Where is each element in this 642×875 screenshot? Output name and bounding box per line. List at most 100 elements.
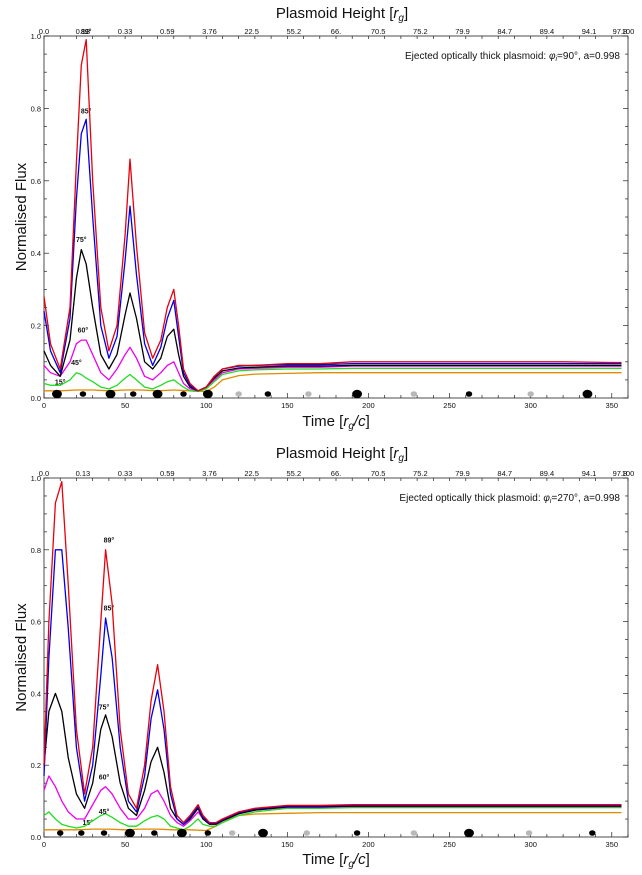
plasmoid-marker xyxy=(228,830,236,836)
top-tick-label: 0.13 xyxy=(76,27,91,36)
x-axis-title-close: ] xyxy=(366,851,370,868)
series-line-85deg xyxy=(43,549,622,826)
top-tick-label: 66. xyxy=(331,469,341,478)
plasmoid-marker xyxy=(152,389,163,399)
plasmoid-marker xyxy=(582,389,593,399)
top-tick-label: 94.1 xyxy=(582,27,597,36)
annotation-phi: φ xyxy=(543,493,550,504)
annotation-prefix: Ejected optically thick plasmoid: xyxy=(399,493,543,504)
x-tick-label: 250 xyxy=(443,840,456,849)
y-tick-label: 0.4 xyxy=(31,249,41,258)
series-line-15deg xyxy=(44,811,622,832)
plasmoid-marker xyxy=(264,391,272,397)
top-tick-label: 94.1 xyxy=(582,469,597,478)
y-tick-label: 0.6 xyxy=(31,177,41,186)
plasmoid-marker xyxy=(464,828,474,838)
y-tick-label: 1.0 xyxy=(31,474,41,483)
plasmoid-marker xyxy=(303,830,311,836)
x-axis-title: Time [rg/c] xyxy=(302,413,370,432)
y-tick-label: 0.0 xyxy=(31,394,41,403)
plasmoid-marker xyxy=(589,830,596,836)
annotation-suffix: =90°, a=0.998 xyxy=(557,51,620,62)
annotation-phi: φ xyxy=(549,51,556,62)
y-axis-title: Normalised Flux xyxy=(13,603,30,712)
x-tick-label: 100 xyxy=(200,840,213,849)
series-label: 15° xyxy=(55,378,66,386)
x-axis-title-r: r xyxy=(343,851,349,868)
x-tick-label: 150 xyxy=(281,840,294,849)
series-line-89deg xyxy=(43,38,622,392)
plot-frame xyxy=(43,477,629,838)
top-axis-title-sub: g xyxy=(398,453,404,464)
plasmoid-marker xyxy=(305,391,312,397)
top-tick-label: 97.8 xyxy=(613,27,628,36)
top-tick-label: 84.7 xyxy=(497,27,512,36)
top-tick-label: 55.2 xyxy=(287,27,302,36)
series-line-45deg xyxy=(43,367,622,393)
top-axis-title-main: Plasmoid Height [ xyxy=(276,445,394,462)
plasmoid-marker xyxy=(100,830,108,836)
x-axis-title-c: /c xyxy=(353,413,366,430)
y-tick-label: 0.2 xyxy=(31,322,41,331)
x-axis-title-r: r xyxy=(343,413,349,430)
x-tick-label: 350 xyxy=(606,401,619,410)
plasmoid-marker xyxy=(78,830,85,836)
plasmoid-marker xyxy=(353,830,361,836)
plasmoid-marker xyxy=(176,828,187,838)
series-label: 85° xyxy=(104,605,115,613)
annotation-prefix: Ejected optically thick plasmoid: xyxy=(405,51,549,62)
plasmoid-marker xyxy=(352,389,363,399)
plasmoid-marker xyxy=(410,391,418,397)
annotation-suffix: =270°, a=0.998 xyxy=(551,493,620,504)
y-tick-label: 0.8 xyxy=(31,104,41,113)
x-tick-label: 50 xyxy=(121,840,129,849)
plasmoid-marker xyxy=(125,828,135,838)
plasmoid-marker xyxy=(52,389,62,399)
top-axis-title: Plasmoid Height [rg] xyxy=(276,5,408,24)
series-label: 89° xyxy=(81,28,92,36)
y-tick-label: 0.0 xyxy=(31,833,41,842)
series-label: 45° xyxy=(71,359,82,367)
top-tick-label: 66. xyxy=(331,27,341,36)
y-axis-title: Normalised Flux xyxy=(13,162,30,271)
y-tick-label: 0.8 xyxy=(31,546,41,555)
x-tick-label: 250 xyxy=(443,401,456,410)
top-tick-label: 79.9 xyxy=(455,469,470,478)
x-tick-label: 100 xyxy=(200,401,213,410)
plasmoid-marker xyxy=(202,389,213,399)
series-line-60deg xyxy=(43,775,622,827)
plasmoid-marker xyxy=(410,830,418,836)
x-tick-label: 0 xyxy=(42,840,46,849)
series-label: 15° xyxy=(83,819,94,827)
series-label: 60° xyxy=(78,327,89,335)
top-axis-title-r: r xyxy=(393,5,399,22)
top-tick-label: 75.2 xyxy=(413,469,428,478)
top-axis-title-close: ] xyxy=(404,5,408,22)
top-tick-label: 79.9 xyxy=(455,27,470,36)
x-axis-title-sub: g xyxy=(348,421,354,432)
y-tick-label: 0.2 xyxy=(31,761,41,770)
top-tick-label: 0.33 xyxy=(118,27,133,36)
top-tick-label: 0.0 xyxy=(39,469,49,478)
x-tick-label: 50 xyxy=(121,401,129,410)
series-label: 85° xyxy=(81,108,92,116)
x-tick-label: 300 xyxy=(524,840,537,849)
top-tick-label: 100 xyxy=(622,469,635,478)
plasmoid-marker xyxy=(151,830,158,836)
top-axis-title: Plasmoid Height [rg] xyxy=(276,445,408,464)
plasmoid-marker xyxy=(258,828,268,838)
x-tick-label: 350 xyxy=(606,840,619,849)
series-line-75deg xyxy=(43,248,622,392)
x-tick-label: 300 xyxy=(524,401,537,410)
plasmoid-marker xyxy=(57,830,64,836)
x-tick-label: 200 xyxy=(362,401,375,410)
x-axis-title-main: Time [ xyxy=(302,413,344,430)
chart-panel-2: Plasmoid Height [rg]0.0 0.13 0.33 0.59 3.76 2… xyxy=(13,445,634,870)
top-axis-title-main: Plasmoid Height [ xyxy=(276,5,394,22)
top-tick-label: 0.13 xyxy=(76,469,91,478)
plasmoid-marker xyxy=(525,830,533,836)
series-label: 75° xyxy=(99,703,110,711)
plasmoid-marker xyxy=(79,391,87,397)
